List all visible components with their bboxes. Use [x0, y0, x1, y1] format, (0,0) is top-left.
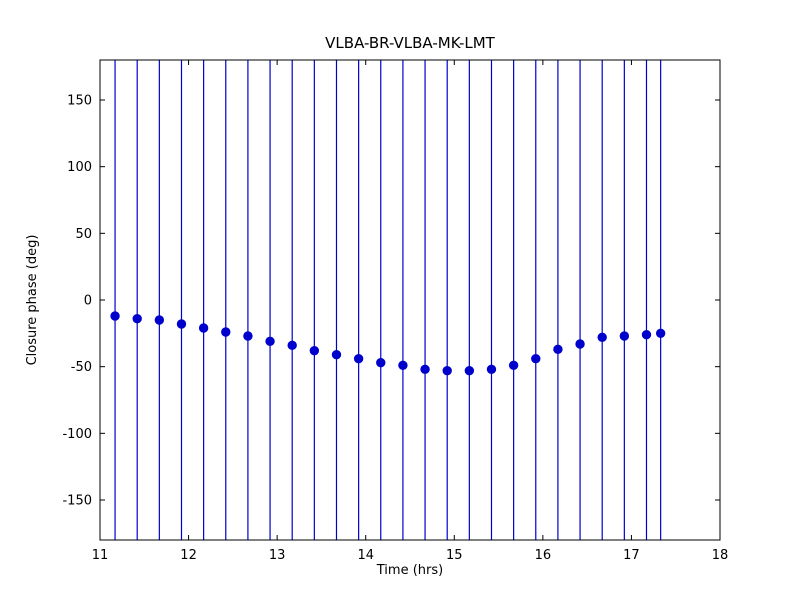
data-point — [243, 331, 253, 341]
data-point — [641, 329, 652, 340]
data-point — [420, 364, 430, 375]
y-tick-label: 0 — [84, 294, 92, 309]
data-point — [464, 365, 475, 376]
data-point — [221, 327, 231, 337]
data-point — [176, 319, 187, 329]
y-tick-label: -100 — [62, 427, 92, 442]
data-point — [353, 353, 364, 364]
x-tick-label: 18 — [712, 548, 729, 563]
x-tick-label: 17 — [623, 548, 640, 563]
x-tick-label: 15 — [446, 548, 463, 563]
data-point — [265, 336, 275, 347]
x-tick-label: 14 — [357, 548, 374, 563]
y-tick-label: -150 — [62, 494, 92, 509]
data-point — [619, 331, 630, 341]
y-tick-label: 50 — [75, 227, 92, 242]
x-tick-label: 13 — [269, 548, 286, 563]
data-point — [331, 349, 342, 360]
data-point — [442, 365, 452, 376]
data-point — [376, 357, 386, 368]
data-point — [154, 315, 165, 325]
data-point — [287, 340, 297, 351]
data-point — [508, 360, 519, 371]
y-axis-label: Closure phase (deg) — [25, 235, 40, 366]
data-point — [597, 332, 607, 343]
x-tick-label: 11 — [92, 548, 109, 563]
data-point — [198, 323, 209, 333]
chart-title: VLBA-BR-VLBA-MK-LMT — [325, 34, 496, 52]
y-tick-label: -50 — [71, 360, 92, 375]
data-point — [655, 328, 666, 339]
data-point — [132, 313, 142, 324]
plot-area: 11 12 13 14 15 16 17 18 -150 -100 -50 0 50 100 150 — [62, 59, 729, 563]
x-axis-label: Time (hrs) — [376, 563, 443, 578]
axes-frame — [99, 59, 721, 541]
data-point — [553, 344, 563, 355]
y-tick-label: 100 — [67, 160, 92, 175]
data-point — [531, 353, 541, 364]
data-point — [398, 360, 408, 371]
x-tick-label: 16 — [535, 548, 552, 563]
data-point — [309, 345, 320, 356]
data-point — [575, 339, 585, 349]
y-tick-label: 150 — [67, 94, 92, 109]
data-point — [486, 364, 497, 375]
x-tick-label: 12 — [180, 548, 197, 563]
data-point — [110, 311, 120, 321]
